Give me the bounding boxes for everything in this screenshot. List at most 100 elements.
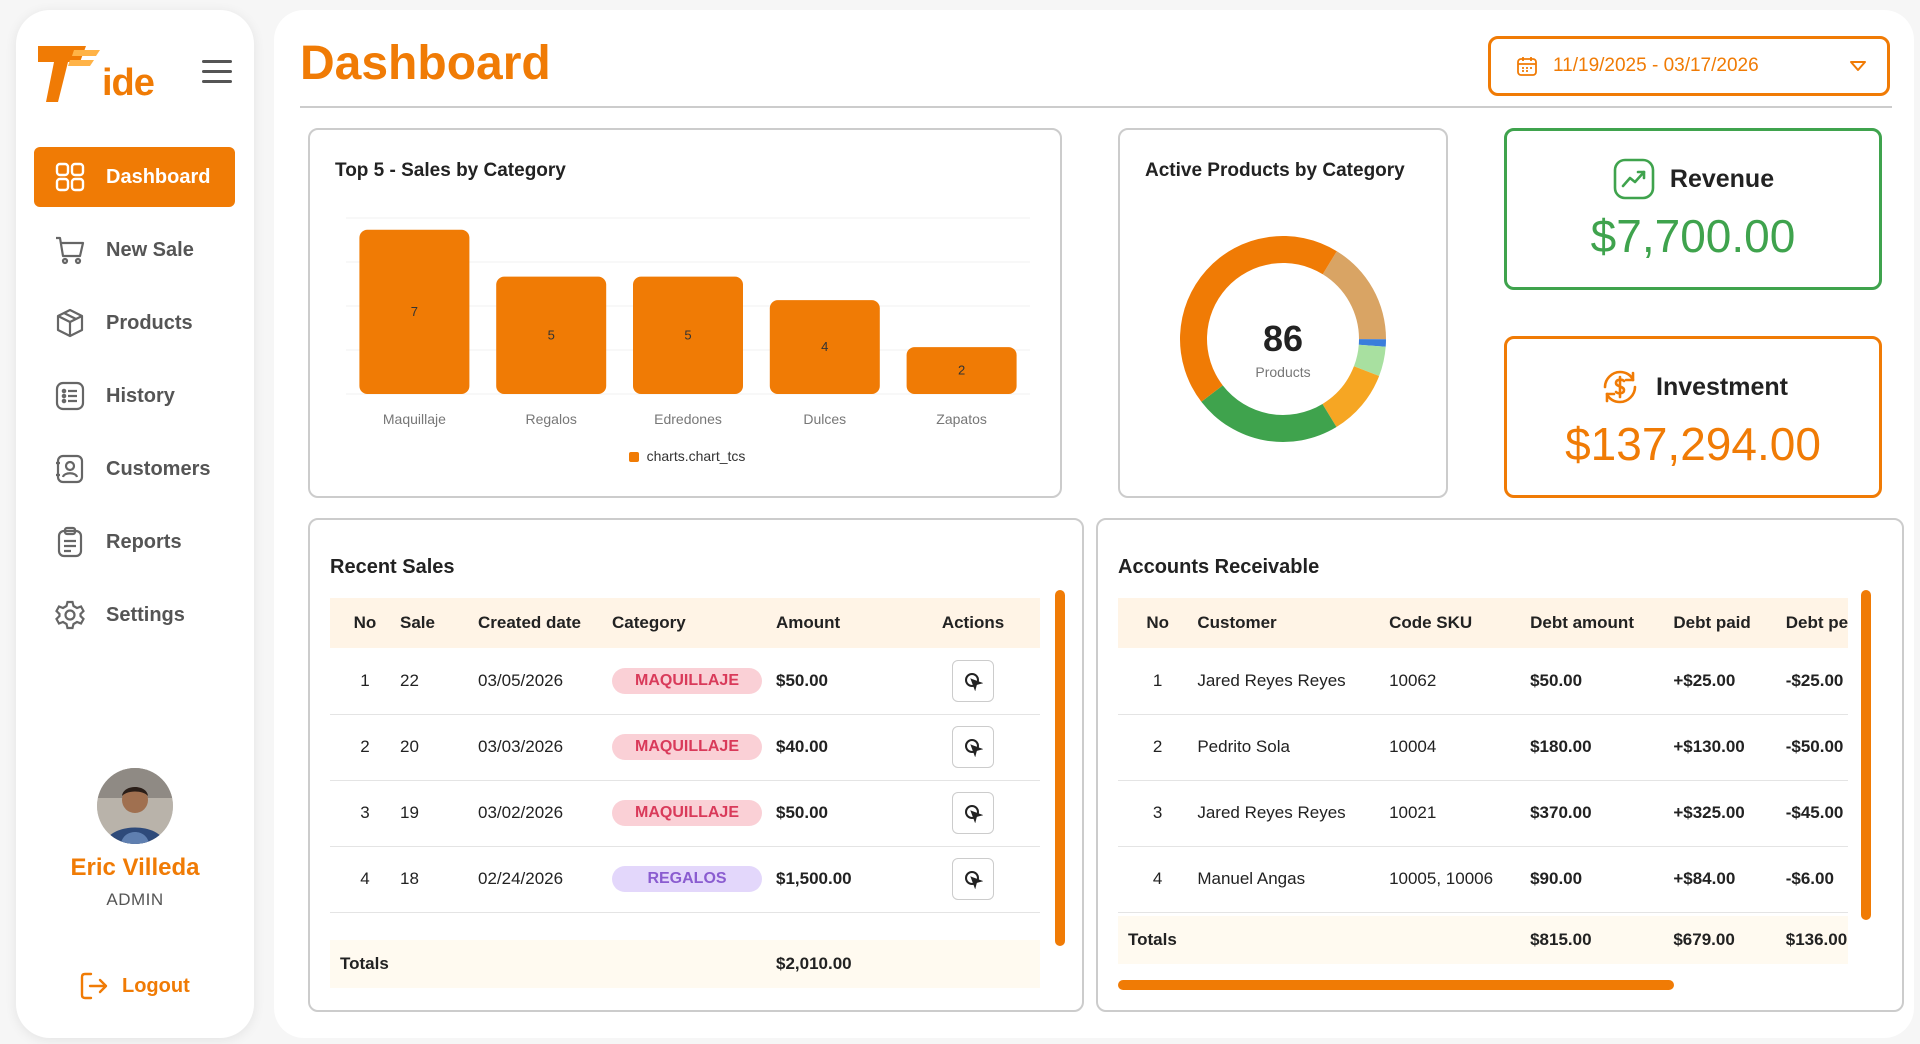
column-header[interactable]: Debt pending <box>1785 598 1848 648</box>
sidebar-item-history[interactable]: History <box>34 366 235 426</box>
table-header-row: No Sale Created date Category Amount Act… <box>330 598 1040 648</box>
bar-dulces[interactable] <box>769 300 880 394</box>
donut-slice[interactable] <box>1322 366 1380 428</box>
avatar-image <box>97 768 173 844</box>
accounts-receivable-hscrollbar[interactable] <box>1118 980 1674 990</box>
view-sale-button[interactable] <box>952 792 994 834</box>
sidebar-item-dashboard[interactable]: Dashboard <box>34 147 235 207</box>
logout-icon <box>80 972 108 1000</box>
bar-regalos[interactable] <box>496 276 607 394</box>
bar-value-label: 5 <box>548 327 555 342</box>
row-debt-amount: $180.00 <box>1530 714 1674 781</box>
page-title: Dashboard <box>300 37 551 90</box>
revenue-header: Revenue <box>1507 157 1879 201</box>
table-row: 4 18 02/24/2026 REGALOS $1,500.00 <box>330 846 1040 913</box>
column-header[interactable]: Sale <box>400 598 478 648</box>
bar-value-label: 5 <box>684 327 691 342</box>
donut-slice[interactable] <box>1322 251 1386 340</box>
bar-value-label: 7 <box>411 304 418 319</box>
totals-row: Totals $2,010.00 <box>330 940 1040 988</box>
category-badge: MAQUILLAJE <box>612 800 762 826</box>
avatar[interactable] <box>97 768 173 844</box>
totals-paid: $679.00 <box>1673 916 1786 964</box>
revenue-label: Revenue <box>1669 164 1775 193</box>
column-header[interactable]: Created date <box>478 598 612 648</box>
recent-sales-totals: Totals $2,010.00 <box>330 940 1040 988</box>
sidebar-item-products[interactable]: Products <box>34 293 235 353</box>
legend-label: charts.chart_tcs <box>646 448 746 464</box>
bar-value-label: 4 <box>821 339 828 354</box>
sidebar-item-reports[interactable]: Reports <box>34 512 235 572</box>
table-row: 3 19 03/02/2026 MAQUILLAJE $50.00 <box>330 780 1040 847</box>
menu-toggle-icon[interactable] <box>202 60 232 84</box>
table-row: 4 Manuel Angas 10005, 10006 $90.00 +$84.… <box>1118 846 1848 913</box>
column-header[interactable]: Debt paid <box>1673 598 1786 648</box>
column-header[interactable]: Debt amount <box>1530 598 1674 648</box>
recent-sales-scrollbar[interactable] <box>1055 590 1065 946</box>
sidebar-item-label: New Sale <box>106 238 194 261</box>
bar-chart: 7 Maquillaje 5 Regalos 5 Edredones 4 Dulces 2 Zap… <box>346 217 1030 427</box>
recent-sales-card: Recent Sales No Sale Created date Catego… <box>308 518 1084 1012</box>
column-header[interactable]: Customer <box>1197 598 1390 648</box>
donut-slice[interactable] <box>1180 236 1337 402</box>
donut-total: 86 <box>1262 318 1304 359</box>
sidebar-item-label: Reports <box>106 530 182 553</box>
logout-button[interactable]: Logout <box>78 970 190 1002</box>
totals-amount: $815.00 <box>1530 916 1674 964</box>
investment-card: Investment $137,294.00 <box>1504 336 1882 498</box>
table-row: 2 20 03/03/2026 MAQUILLAJE $40.00 <box>330 714 1040 781</box>
x-tick-label: Edredones <box>654 411 722 427</box>
x-tick-label: Regalos <box>526 411 577 427</box>
column-header[interactable]: Actions <box>906 598 1040 648</box>
investment-header: Investment <box>1507 365 1879 409</box>
open-icon <box>965 805 983 823</box>
clipboard-icon <box>57 526 83 558</box>
bar-value-label: 2 <box>958 363 965 378</box>
row-debt-pending: -$6.00 <box>1785 846 1848 913</box>
logout-label: Logout <box>122 974 190 997</box>
table-row-partial <box>330 912 1040 936</box>
bar-maquillaje[interactable] <box>359 229 470 394</box>
row-amount: $50.00 <box>776 780 906 847</box>
x-tick-label: Zapatos <box>936 411 987 427</box>
donut-slice[interactable] <box>1353 344 1386 376</box>
row-amount: $50.00 <box>776 648 906 715</box>
view-sale-button[interactable] <box>952 726 994 768</box>
sidebar-item-new-sale[interactable]: New Sale <box>34 220 235 280</box>
sidebar-item-settings[interactable]: Settings <box>34 585 235 645</box>
view-sale-button[interactable] <box>952 659 994 702</box>
row-actions <box>906 648 1040 715</box>
sidebar: ide Dashboard New Sale Products History … <box>16 10 254 1038</box>
row-category: MAQUILLAJE <box>612 648 776 715</box>
column-header[interactable]: No <box>1118 598 1198 648</box>
sidebar-item-label: Settings <box>106 603 185 626</box>
sales-by-category-card: Top 5 - Sales by Category 7 Maquillaje 5 Re… <box>308 128 1062 498</box>
column-header[interactable]: Code SKU <box>1389 598 1531 648</box>
gear-icon <box>55 600 85 630</box>
row-sku: 10004 <box>1389 714 1531 781</box>
accounts-receivable-vscrollbar[interactable] <box>1861 590 1871 920</box>
accounts-receivable-table: No Customer Code SKU Debt amount Debt pa… <box>1118 598 1848 913</box>
row-no: 4 <box>1118 846 1198 913</box>
date-range-value: 11/19/2025 - 03/17/2026 <box>1553 55 1759 76</box>
bar-zapatos[interactable] <box>906 347 1017 394</box>
row-no: 3 <box>1118 780 1198 847</box>
donut-slice[interactable] <box>1201 385 1337 442</box>
bar-edredones[interactable] <box>633 276 743 394</box>
sidebar-item-customers[interactable]: Customers <box>34 439 235 499</box>
donut-label: Products <box>1255 364 1311 380</box>
column-header[interactable]: Category <box>612 598 776 648</box>
row-category: MAQUILLAJE <box>612 780 776 847</box>
date-range-picker[interactable]: 11/19/2025 - 03/17/2026 <box>1488 36 1890 96</box>
view-sale-button[interactable] <box>952 858 994 900</box>
open-icon <box>965 739 983 757</box>
row-debt-pending: -$45.00 <box>1785 780 1848 847</box>
row-debt-paid: +$25.00 <box>1673 648 1786 715</box>
list-icon <box>55 381 85 411</box>
column-header[interactable]: No <box>330 598 400 648</box>
donut-slice[interactable] <box>1358 339 1386 347</box>
column-header[interactable]: Amount <box>776 598 906 648</box>
row-date: 02/24/2026 <box>478 846 612 913</box>
row-no: 3 <box>330 780 400 847</box>
category-badge: REGALOS <box>612 866 762 892</box>
